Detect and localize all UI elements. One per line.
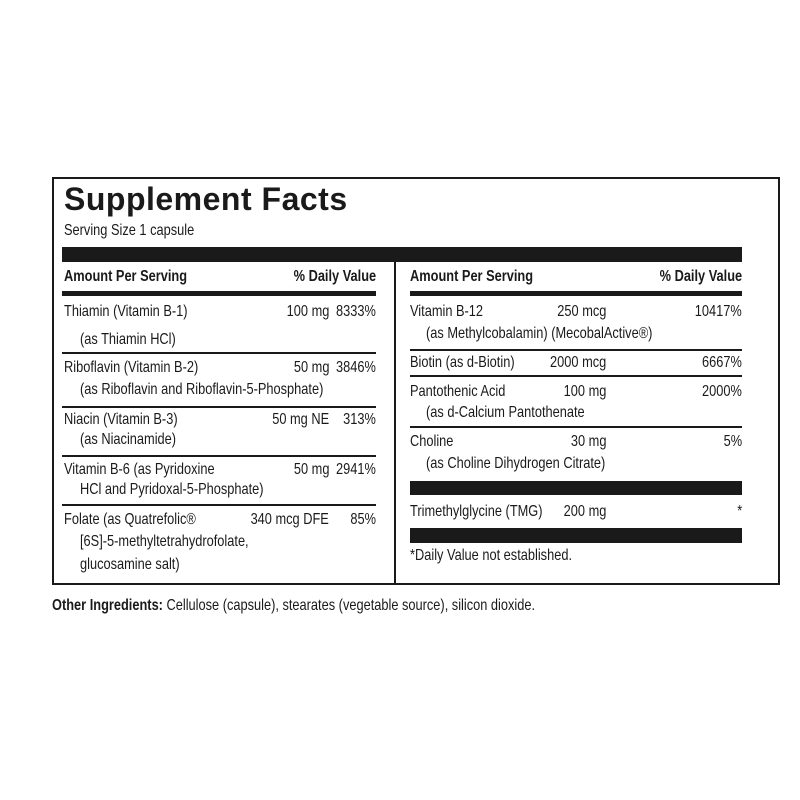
- nutrient-name: Choline: [410, 433, 454, 450]
- panel-title: Supplement Facts: [64, 181, 348, 217]
- nutrient-name: Pantothenic Acid: [410, 383, 506, 400]
- nutrient-name: Thiamin (Vitamin B-1): [64, 303, 188, 320]
- nutrient-name: Vitamin B-12: [410, 303, 484, 320]
- nutrient-name: Folate (as Quatrefolic®: [64, 511, 196, 528]
- row-divider: [410, 375, 742, 377]
- nutrient-amount: 2000 mcg: [549, 354, 606, 371]
- nutrient-amount: 50 mg NE: [272, 411, 329, 428]
- nutrient-amount: 100 mg: [286, 303, 329, 320]
- left-header-amount: Amount Per Serving: [64, 268, 188, 285]
- nutrient-source: (as Thiamin HCl): [80, 331, 176, 348]
- row-divider: [62, 504, 376, 506]
- row-divider: [410, 426, 742, 428]
- nutrient-source: (as d-Calcium Pantothenate: [426, 404, 585, 421]
- footnote: *Daily Value not established.: [410, 547, 572, 564]
- nutrient-daily-value: 85%: [350, 511, 376, 528]
- nutrient-name: Riboflavin (Vitamin B-2): [64, 359, 199, 376]
- nutrient-source: (as Riboflavin and Riboflavin-5-Phosphat…: [80, 381, 324, 398]
- serving-size: Serving Size 1 capsule: [64, 222, 195, 239]
- nutrient-daily-value: 10417%: [695, 303, 742, 320]
- nutrient-daily-value: *: [737, 503, 742, 520]
- right-header-amount: Amount Per Serving: [410, 268, 534, 285]
- nutrient-amount: 100 mg: [563, 383, 606, 400]
- other-ingredients-text: Cellulose (capsule), stearates (vegetabl…: [162, 597, 536, 614]
- other-ingredients-label: Other Ingredients:: [52, 597, 163, 614]
- nutrient-daily-value: 8333%: [336, 303, 376, 320]
- nutrient-source: (as Methylcobalamin) (MecobalActive®): [426, 325, 653, 342]
- header-rule-left: [62, 291, 376, 296]
- nutrient-daily-value: 6667%: [702, 354, 742, 371]
- nutrient-amount: 30 mg: [570, 433, 606, 450]
- nutrient-amount: 50 mg: [293, 359, 329, 376]
- nutrient-source: (as Choline Dihydrogen Citrate): [426, 455, 606, 472]
- thick-bar-top: [62, 247, 742, 262]
- header-rule-right: [410, 291, 742, 296]
- nutrient-daily-value: 2941%: [336, 461, 376, 478]
- nutrient-daily-value: 5%: [723, 433, 743, 450]
- nutrient-daily-value: 313%: [343, 411, 376, 428]
- row-divider: [410, 349, 742, 351]
- facts-panel: [52, 177, 780, 585]
- row-divider: [62, 455, 376, 457]
- nutrient-amount: 200 mg: [563, 503, 606, 520]
- nutrient-name: Niacin (Vitamin B-3): [64, 411, 178, 428]
- nutrient-name: Biotin (as d-Biotin): [410, 354, 515, 371]
- nutrient-amount: 340 mcg DFE: [250, 511, 329, 528]
- nutrient-source: (as Niacinamide): [80, 431, 177, 448]
- nutrient-daily-value: 3846%: [336, 359, 376, 376]
- row-divider: [62, 406, 376, 408]
- nutrient-name: Vitamin B-6 (as Pyridoxine: [64, 461, 215, 478]
- nutrient-source: HCl and Pyridoxal-5-Phosphate): [80, 481, 264, 498]
- right-header-dv: % Daily Value: [659, 268, 742, 285]
- nutrient-source: [6S]-5-methyltetrahydrofolate,: [80, 533, 249, 550]
- other-ingredients: Other Ingredients: Cellulose (capsule), …: [52, 597, 535, 615]
- thick-bar-bottom: [410, 528, 742, 543]
- nutrient-amount: 250 mcg: [556, 303, 606, 320]
- thick-bar-tmg: [410, 481, 742, 495]
- nutrient-daily-value: 2000%: [702, 383, 742, 400]
- column-divider: [394, 262, 396, 583]
- left-header-dv: % Daily Value: [293, 268, 376, 285]
- nutrient-amount: 50 mg: [293, 461, 329, 478]
- nutrient-name: Trimethylglycine (TMG): [410, 503, 543, 520]
- nutrient-source: glucosamine salt): [80, 556, 180, 573]
- row-divider: [62, 352, 376, 354]
